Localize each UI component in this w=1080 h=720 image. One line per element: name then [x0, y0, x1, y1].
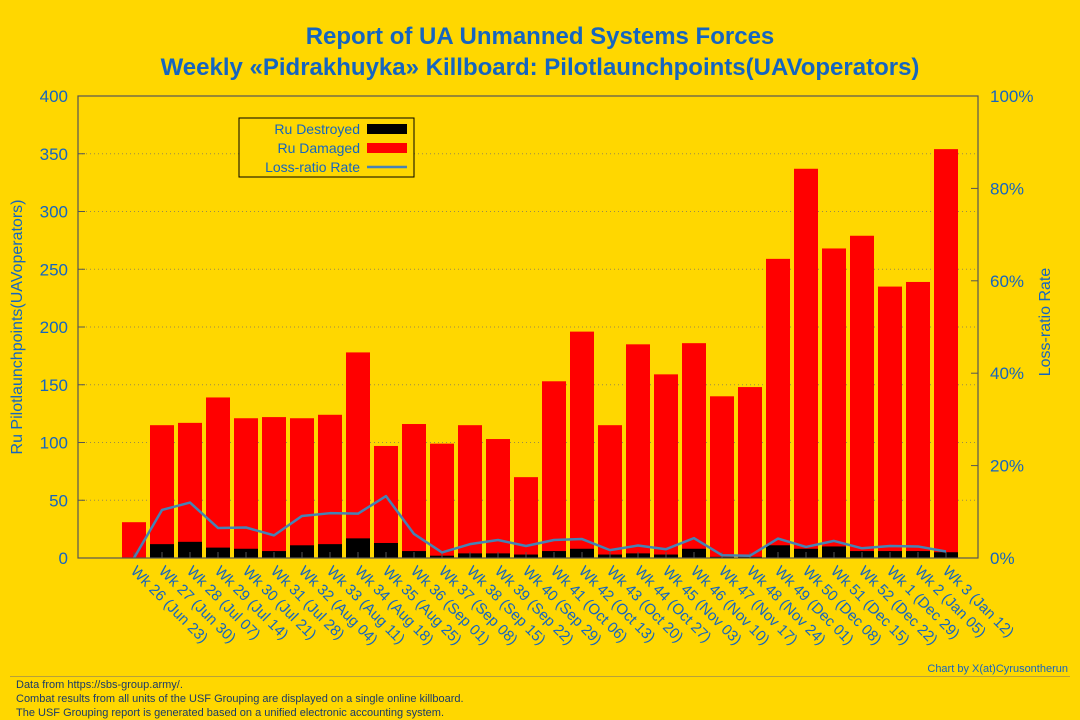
footer-divider	[10, 676, 1070, 677]
footer-notes: Data from https://sbs-group.army/. Comba…	[16, 678, 464, 720]
bar-damaged	[682, 343, 706, 558]
loss-ratio-line	[132, 494, 947, 559]
y-tick-label: 50	[49, 491, 68, 510]
bar-damaged	[234, 418, 258, 558]
bar-destroyed	[178, 541, 202, 558]
bar-damaged	[710, 396, 734, 558]
bar-destroyed	[290, 545, 314, 558]
y2-axis-title: Loss-ratio Rate	[1037, 268, 1054, 377]
y2-tick-label: 0%	[990, 549, 1015, 568]
bar-damaged	[262, 417, 286, 558]
chart-subtitle: Weekly «Pidrakhuyka» Killboard: Pilotlau…	[160, 54, 920, 81]
bar-damaged	[850, 235, 874, 558]
bar-destroyed	[318, 544, 342, 558]
y-tick-label: 250	[40, 260, 68, 279]
y-tick-label: 400	[40, 87, 68, 106]
y-tick-label: 300	[40, 203, 68, 222]
bar-damaged	[542, 381, 566, 558]
bar-damaged	[402, 424, 426, 558]
legend-label: Ru Destroyed	[274, 121, 360, 137]
y2-tick-label: 20%	[990, 457, 1024, 476]
bar-destroyed	[374, 542, 398, 558]
bar-damaged	[178, 422, 202, 558]
bar-damaged	[598, 425, 622, 558]
bar-destroyed	[766, 545, 790, 558]
bar-damaged	[570, 331, 594, 558]
bar-destroyed	[150, 544, 174, 558]
y2-tick-label: 60%	[990, 272, 1024, 291]
bar-damaged	[486, 439, 510, 558]
legend-label: Loss-ratio Rate	[265, 159, 360, 175]
bar-damaged	[430, 443, 454, 558]
bar-damaged	[878, 286, 902, 558]
y2-tick-label: 80%	[990, 179, 1024, 198]
plot-frame	[77, 95, 979, 559]
bar-damaged	[290, 418, 314, 558]
bar-damaged	[822, 248, 846, 558]
y-tick-label: 350	[40, 145, 68, 164]
bar-damaged	[346, 352, 370, 558]
bar-damaged	[206, 397, 230, 558]
footer-note-killboard: Combat results from all units of the USF…	[16, 693, 464, 705]
footer-note-source: Data from https://sbs-group.army/.	[16, 679, 183, 691]
legend-label: Ru Damaged	[278, 140, 361, 156]
bar-damaged	[766, 258, 790, 558]
y-tick-label: 200	[40, 318, 68, 337]
bar-damaged	[318, 414, 342, 558]
bar-damaged	[934, 149, 958, 558]
chart-credit: Chart by X(at)Cyrusontherun	[927, 663, 1068, 675]
y-tick-label: 0	[59, 549, 68, 568]
y-tick-label: 150	[40, 376, 68, 395]
bar-damaged	[654, 374, 678, 558]
y2-tick-label: 40%	[990, 364, 1024, 383]
bar-damaged	[794, 168, 818, 558]
chart-title: Report of UA Unmanned Systems Forces	[305, 23, 775, 50]
bar-destroyed	[346, 538, 370, 558]
bar-damaged	[150, 425, 174, 558]
bar-damaged	[626, 344, 650, 558]
bar-damaged	[906, 281, 930, 558]
y-tick-label: 100	[40, 434, 68, 453]
y-axis-title: Ru Pilotlaunchpoints(UAVoperators)	[9, 200, 26, 455]
y2-tick-label: 100%	[990, 87, 1033, 106]
legend-swatch	[367, 124, 407, 134]
footer-note-accounting: The USF Grouping report is generated bas…	[16, 707, 445, 719]
bar-damaged	[738, 387, 762, 558]
legend-swatch	[367, 143, 407, 153]
bar-damaged	[458, 425, 482, 558]
